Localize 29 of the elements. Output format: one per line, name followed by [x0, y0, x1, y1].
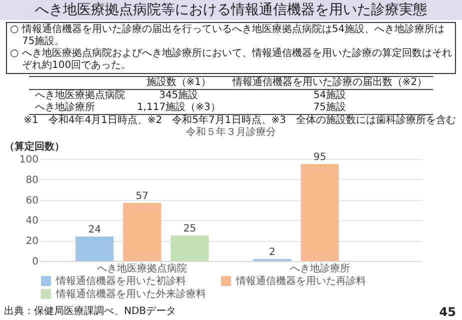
- y-tick-label: 80: [26, 174, 38, 186]
- y-tick-label: 20: [26, 236, 38, 248]
- text: 1,117施設（※3）: [130, 102, 226, 114]
- text: 45: [439, 305, 456, 319]
- chart-title: へき地医療拠点病院等における情報通信機器を用いた診療実態: [0, 0, 462, 20]
- data-label: 24: [88, 224, 101, 236]
- text: 54施設: [312, 90, 348, 102]
- text: へき地医療拠点病院: [34, 90, 126, 102]
- legend-label: 情報通信機器を用いた初診料: [55, 275, 186, 287]
- y-tick-label: 60: [26, 195, 38, 206]
- text: ○ へき地医療拠点病院およびへき地診療所において、情報通信機器を用いた診療の算定回数はそれぞれ約100回であった。: [10, 48, 452, 72]
- y-tick-label: 40: [26, 216, 38, 227]
- legend-label: 情報通信機器を用いた再診料: [235, 275, 366, 287]
- data-label: 2: [269, 246, 276, 258]
- y-axis-title: （算定回数）: [4, 140, 64, 152]
- text: ○ 情報通信機器を用いた診療の届出を行っているへき地医療拠点病院は54施設、へき地診療所は75施設。: [10, 24, 446, 48]
- text: へき地診療所: [28, 102, 131, 114]
- data-label: 95: [313, 152, 326, 164]
- text: 345施設: [158, 90, 200, 102]
- text: 75施設: [226, 102, 434, 114]
- data-label: 57: [136, 190, 149, 202]
- y-tick-label: 0: [32, 256, 38, 268]
- data-label: 25: [183, 224, 196, 234]
- text: ※1 令和4年4月1日時点、※2 令和5年7月1日時点、※3 全体の施設数には歯科診療所を含む: [22, 115, 457, 127]
- y-tick-label: 100: [19, 154, 38, 166]
- legend-label: 情報通信機器を用いた外来診療料: [55, 288, 206, 300]
- text: 情報通信機器を用いた診療の届出数（※2）: [226, 76, 434, 90]
- text: 施設数（※1）: [130, 76, 226, 90]
- source-note: 出典：保健局医療課調べ、NDBデータ: [4, 306, 176, 318]
